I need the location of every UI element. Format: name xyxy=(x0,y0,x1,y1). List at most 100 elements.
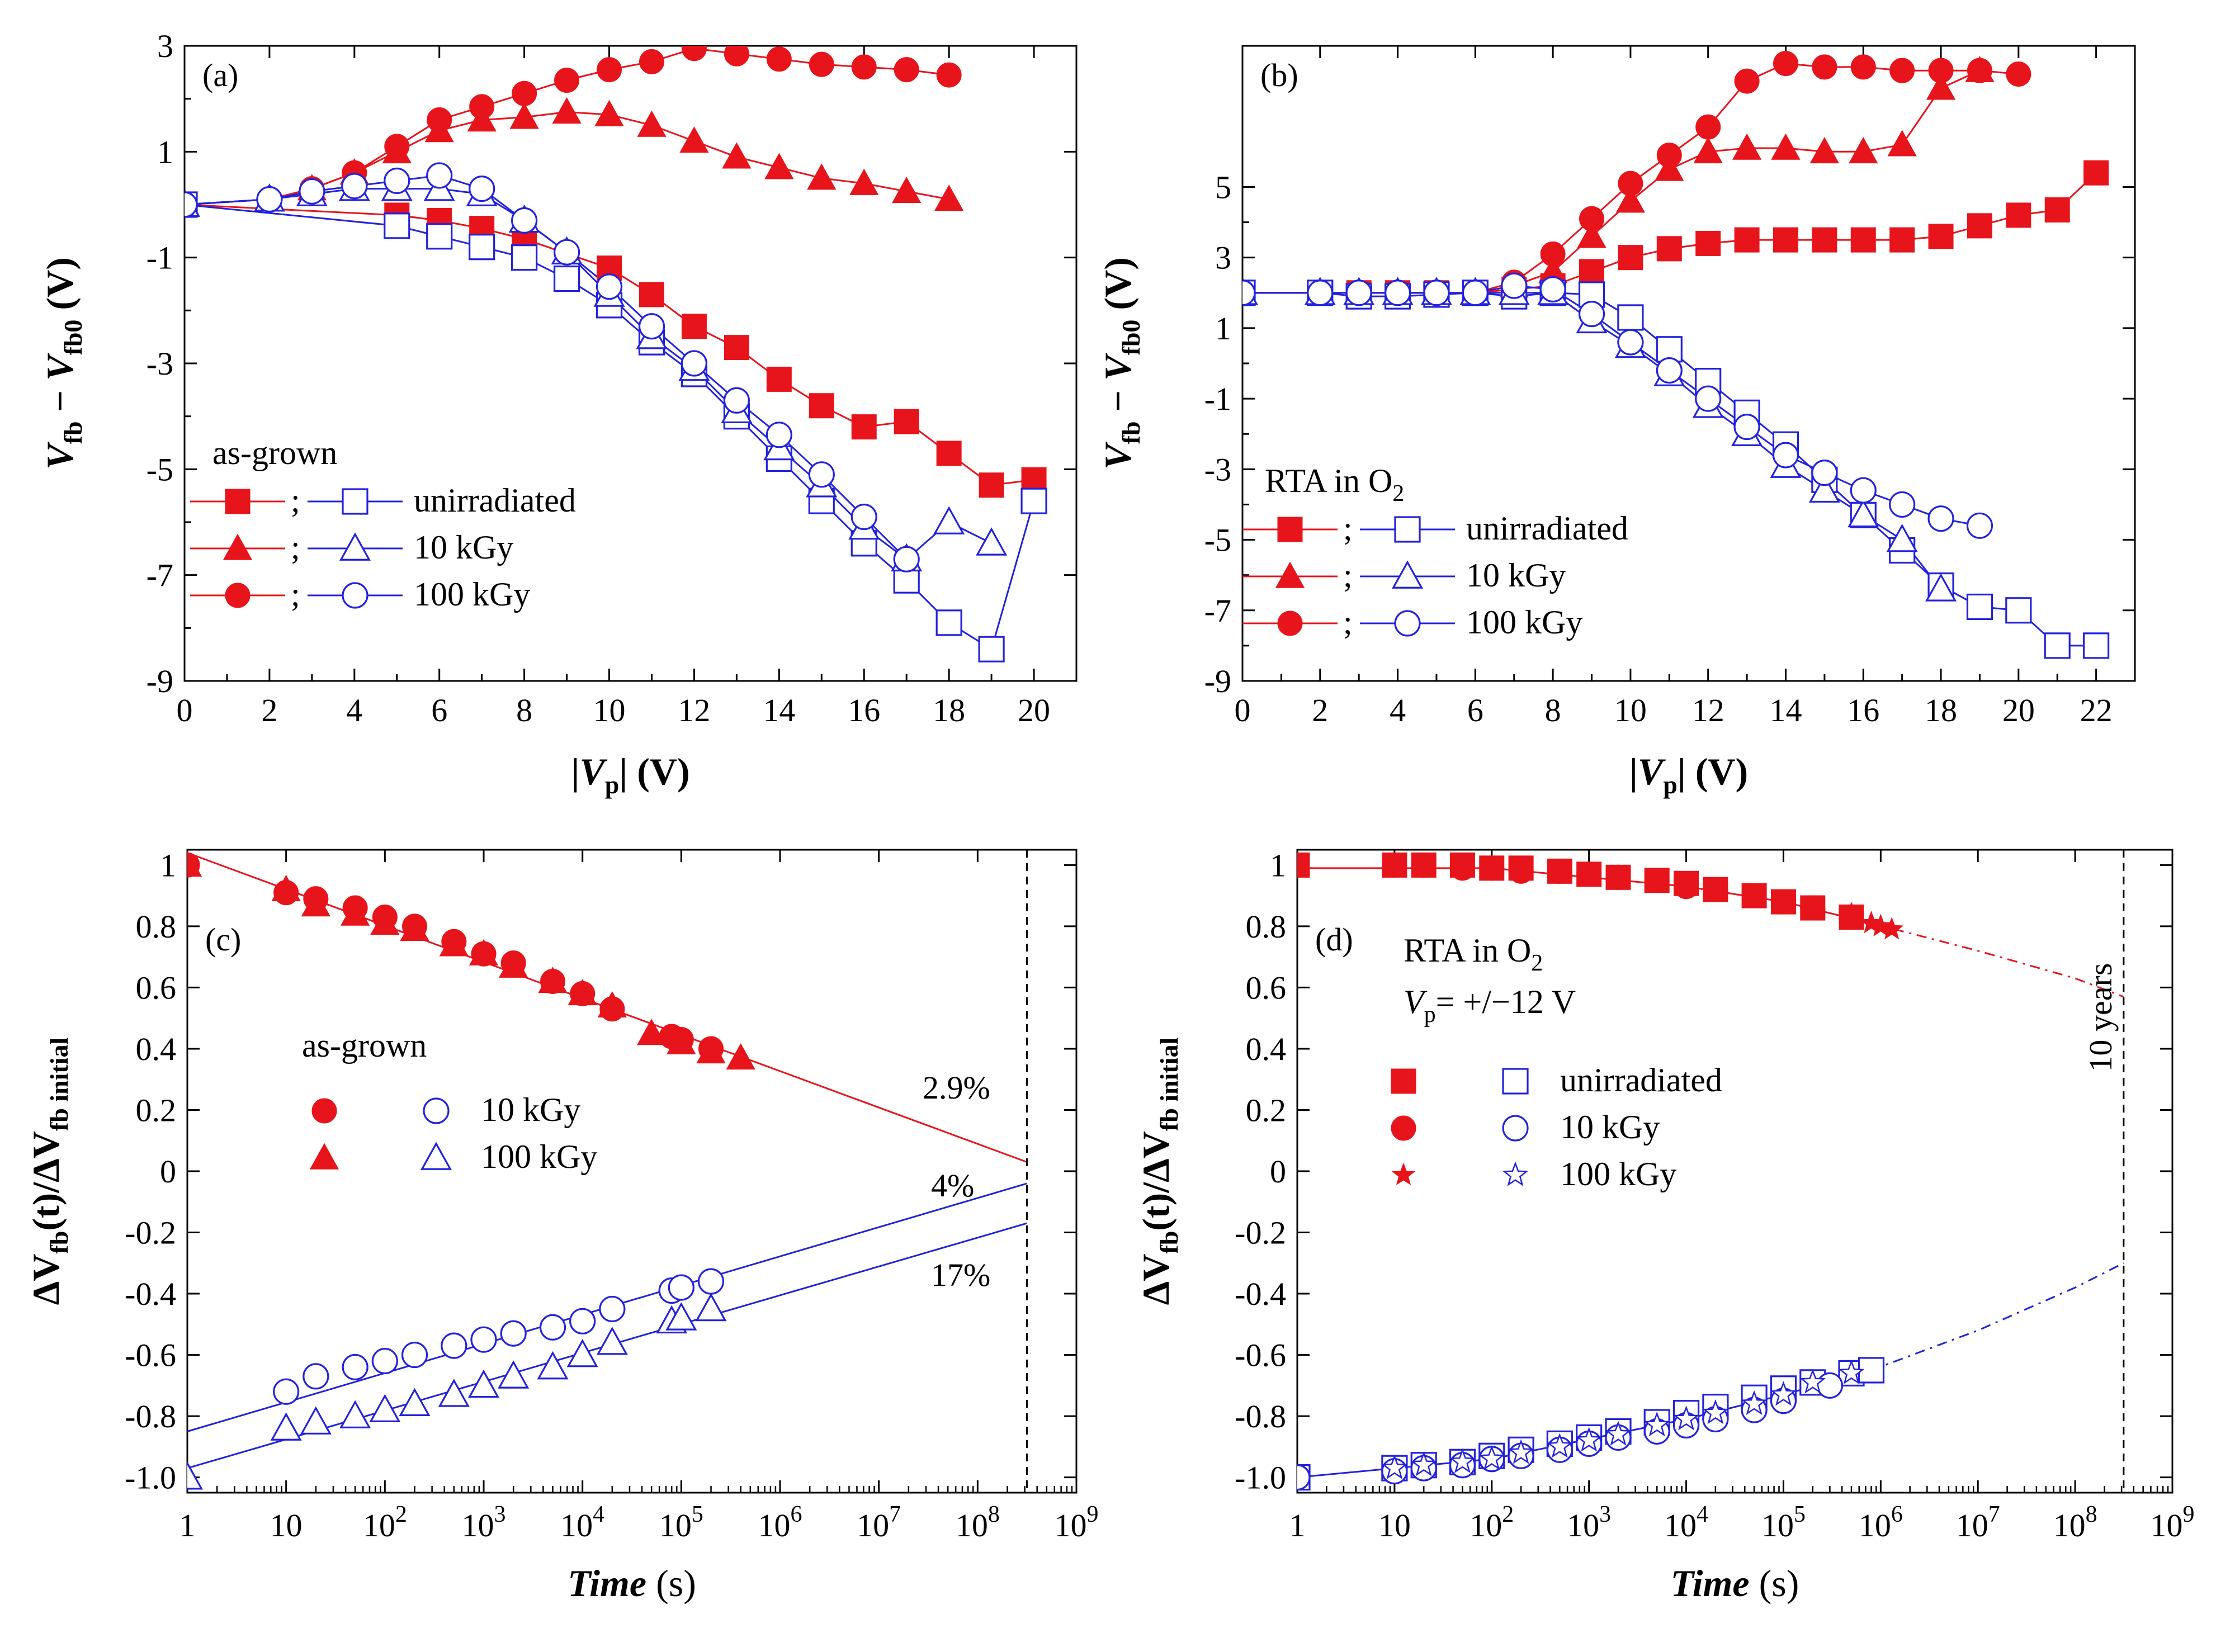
x-tick-label: 16 xyxy=(848,692,880,728)
y-tick-label: 1 xyxy=(1215,310,1231,347)
y-tick-label: -7 xyxy=(147,557,173,594)
data-point-square xyxy=(1889,227,1915,253)
y-axis-label: ΔVfb(t)/ΔVfb initial xyxy=(1135,1038,1183,1305)
legend-marker-triangle xyxy=(339,532,371,561)
x-tick-label: 106 xyxy=(1859,1502,1903,1544)
data-point-star xyxy=(1381,1454,1408,1479)
x-tick-label: 10 xyxy=(270,1507,303,1544)
data-point-circle xyxy=(1674,874,1699,900)
y-tick-label: 1 xyxy=(1270,847,1286,883)
data-point-star xyxy=(1879,917,1904,940)
y-tick-label: -0.6 xyxy=(125,1337,176,1374)
data-point-circle xyxy=(1967,58,1992,83)
legend-marker-circle xyxy=(342,582,368,609)
data-point-circle xyxy=(1656,357,1683,384)
x-tick-label: 12 xyxy=(1692,692,1724,728)
data-point-square xyxy=(1579,259,1605,285)
legend-marker-circle xyxy=(225,583,251,608)
data-point-circle xyxy=(1345,280,1372,306)
data-point-star xyxy=(1839,901,1864,925)
data-point-triangle xyxy=(300,1406,332,1435)
data-point-triangle xyxy=(726,1043,755,1070)
legend-label: 100 kGy xyxy=(1466,604,1582,641)
legend-label: 10 kGy xyxy=(1466,557,1566,594)
data-point-circle xyxy=(303,1363,329,1390)
data-point-triangle xyxy=(597,991,627,1018)
percent-annotation: 17% xyxy=(931,1257,990,1293)
y-tick-label: 0.2 xyxy=(1246,1092,1287,1128)
x-tick-label: 14 xyxy=(763,692,795,728)
legend-label: 10 kGy xyxy=(414,529,513,566)
data-point-square xyxy=(1656,236,1682,262)
percent-annotation: 2.9% xyxy=(923,1069,990,1106)
legend-vp: Vp= +/−12 V xyxy=(1404,983,1576,1028)
y-tick-label: 0 xyxy=(1270,1153,1286,1190)
data-point-triangle xyxy=(438,1379,470,1407)
legend-marker-square xyxy=(342,488,368,515)
data-point-circle xyxy=(1966,512,1993,539)
series-line xyxy=(185,203,1034,486)
data-point-circle xyxy=(256,186,283,213)
data-point-star xyxy=(1673,1405,1699,1431)
y-tick-label: -9 xyxy=(147,663,173,699)
y-tick-label: -1 xyxy=(147,240,173,276)
x-tick-label: 104 xyxy=(1664,1502,1708,1544)
data-point-triangle xyxy=(399,1388,431,1417)
y-tick-label: -3 xyxy=(147,345,173,382)
legend-marker-circle xyxy=(1277,610,1303,636)
data-point-circle xyxy=(342,1353,368,1381)
x-tick-label: 8 xyxy=(516,692,532,728)
data-point-circle xyxy=(1889,491,1916,518)
panel-label: (a) xyxy=(202,57,238,93)
data-point-circle xyxy=(1644,868,1670,893)
data-point-triangle xyxy=(370,908,400,935)
data-point-circle xyxy=(1297,852,1310,878)
data-point-square xyxy=(1618,245,1643,271)
y-tick-label: -0.4 xyxy=(125,1276,176,1312)
x-tick-label: 102 xyxy=(363,1502,407,1544)
data-point-triangle xyxy=(552,97,582,124)
data-point-circle xyxy=(469,94,495,120)
legend-title: RTA in O2 xyxy=(1265,462,1404,507)
x-tick-label: 20 xyxy=(1018,692,1050,728)
data-point-square xyxy=(2044,632,2071,659)
legend-marker-star xyxy=(1502,1161,1529,1186)
x-axis-label: Time (s) xyxy=(568,1562,696,1604)
data-point-circle xyxy=(1741,883,1767,908)
data-point-circle xyxy=(273,1378,300,1405)
legend: RTA in O2; unirradiated; 10 kGy; 100 kGy xyxy=(1242,462,1628,641)
data-point-star xyxy=(1478,1445,1505,1470)
x-tick-label: 102 xyxy=(1470,1502,1514,1544)
data-point-star xyxy=(1449,1448,1476,1473)
data-point-square xyxy=(469,234,495,261)
data-point-circle xyxy=(681,46,707,61)
data-point-square xyxy=(1812,227,1837,253)
x-tick-label: 4 xyxy=(1390,692,1406,728)
y-tick-label: 0 xyxy=(160,1153,176,1190)
data-point-circle xyxy=(766,46,792,72)
data-point-square xyxy=(553,265,580,292)
legend-marker-triangle xyxy=(309,1143,339,1170)
x-tick-label: 6 xyxy=(431,692,447,728)
legend-marker-square xyxy=(1394,516,1421,543)
legend-label: unirradiated xyxy=(1466,510,1628,547)
data-point-triangle xyxy=(695,1293,727,1322)
data-point-triangle xyxy=(594,100,624,126)
y-tick-label: -5 xyxy=(147,451,173,487)
x-tick-label: 109 xyxy=(2151,1502,2195,1544)
data-point-triangle xyxy=(1808,474,1840,503)
legend-title: as-grown xyxy=(302,1027,427,1064)
x-tick-label: 14 xyxy=(1769,692,1802,728)
y-tick-label: 0.4 xyxy=(136,1031,177,1067)
data-point-star xyxy=(1702,1399,1729,1424)
data-point-circle xyxy=(1850,477,1877,504)
data-point-square xyxy=(894,409,919,434)
panel-label: (c) xyxy=(205,921,241,958)
data-point-circle xyxy=(1539,276,1566,303)
data-point-square xyxy=(1617,304,1644,331)
data-point-circle xyxy=(766,422,792,448)
x-tick-label: 108 xyxy=(956,1502,1000,1544)
y-tick-label: -1.0 xyxy=(1235,1460,1286,1496)
data-point-circle xyxy=(599,1295,626,1323)
data-point-circle xyxy=(1617,329,1644,356)
